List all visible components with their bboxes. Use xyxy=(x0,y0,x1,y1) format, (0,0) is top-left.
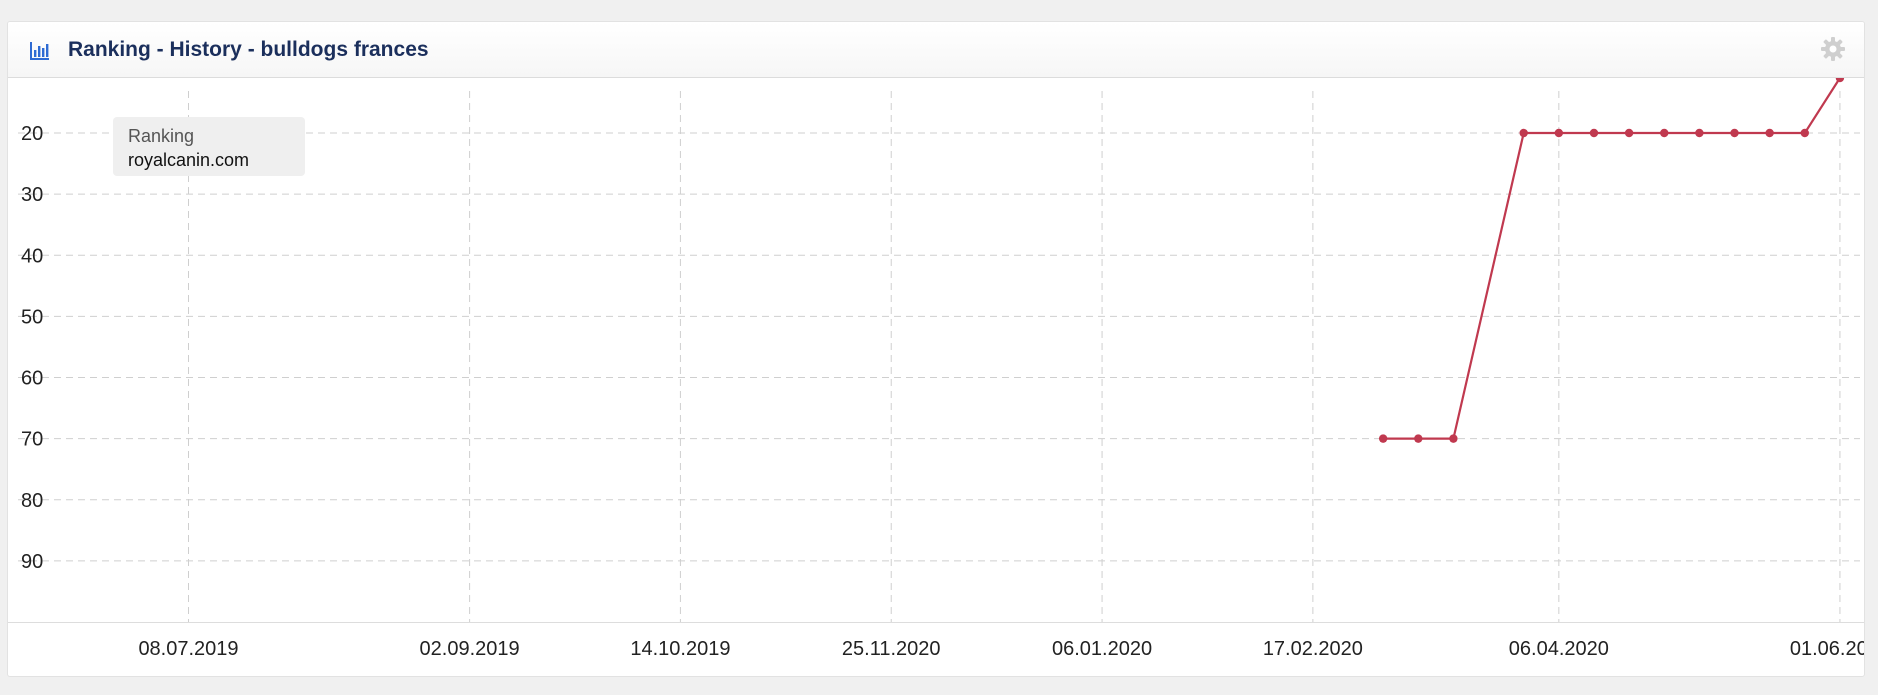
y-tick-label: 70 xyxy=(21,429,43,451)
panel-header: Ranking - History - bulldogs frances xyxy=(8,22,1864,78)
data-point xyxy=(1835,78,1845,83)
data-point xyxy=(1730,128,1739,138)
x-tick-label: 14.10.2019 xyxy=(630,638,730,660)
x-tick-label: 25.11.2020 xyxy=(842,638,941,660)
chart-legend: Ranking royalcanin.com xyxy=(113,117,305,176)
data-point xyxy=(1695,128,1704,138)
data-point xyxy=(1589,128,1599,138)
y-tick-label: 30 xyxy=(21,184,43,206)
x-tick-label: 08.07.2019 xyxy=(138,638,238,660)
data-point xyxy=(1519,128,1528,138)
x-tick-label: 06.04.2020 xyxy=(1509,638,1609,660)
data-point xyxy=(1660,128,1669,138)
panel-title: Ranking - History - bulldogs frances xyxy=(68,38,429,61)
x-tick-label: 02.09.2019 xyxy=(420,638,520,660)
x-tick-label: 17.02.2020 xyxy=(1263,638,1363,660)
y-tick-label: 50 xyxy=(21,306,43,328)
data-point xyxy=(1378,434,1388,443)
legend-title: Ranking xyxy=(128,126,195,146)
y-tick-label: 80 xyxy=(21,490,43,512)
x-tick-label: 01.06.2020 xyxy=(1790,638,1865,660)
data-point xyxy=(1554,128,1564,138)
data-point xyxy=(1624,128,1634,138)
data-point xyxy=(1414,434,1423,443)
ranking-chart: 20 30 40 50 60 70 80 90 08.07.2019 02.09.2019 14.1… xyxy=(8,78,1865,660)
bar-chart-icon xyxy=(30,42,49,60)
gear-icon[interactable] xyxy=(1820,36,1846,62)
data-point xyxy=(1449,434,1458,443)
y-tick-label: 40 xyxy=(21,245,43,267)
data-point xyxy=(1800,128,1809,138)
y-tick-label: 20 xyxy=(21,123,43,145)
x-tick-label: 06.01.2020 xyxy=(1052,638,1152,660)
y-tick-label: 90 xyxy=(21,551,43,573)
y-tick-label: 60 xyxy=(21,368,43,390)
legend-series-name: royalcanin.com xyxy=(128,150,250,170)
ranking-history-panel: Ranking - History - bulldogs frances 20 3… xyxy=(7,21,1865,677)
data-point xyxy=(1765,128,1774,138)
